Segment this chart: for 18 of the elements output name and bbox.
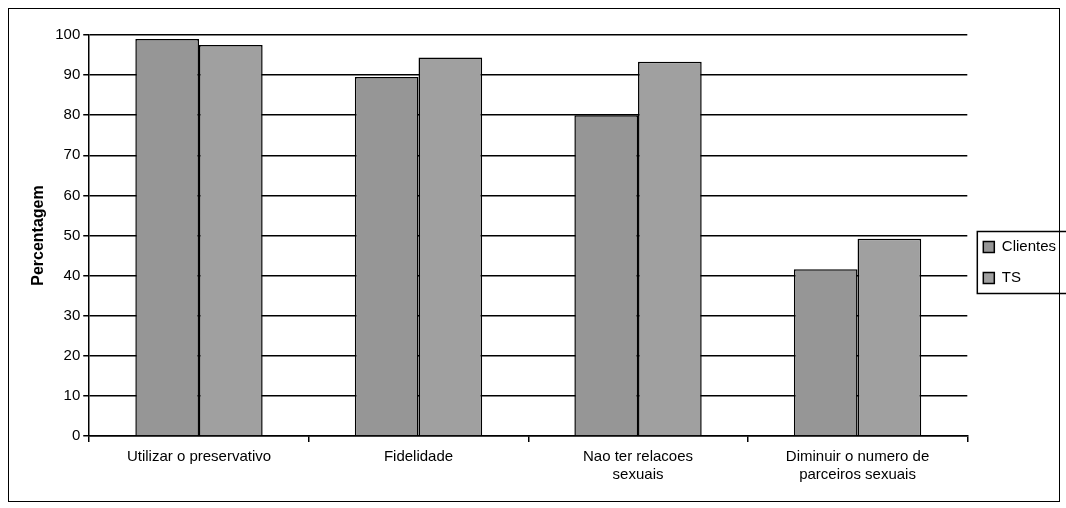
y-tick-label: 30: [63, 305, 81, 323]
x-tick-label: Nao ter relacoes sexuais: [583, 447, 694, 483]
y-axis-title: Percentagem: [29, 185, 47, 286]
x-tick-label: Fidelidade: [383, 447, 454, 465]
y-tick-label: 70: [63, 145, 81, 163]
legend-label: TS: [1001, 268, 1021, 286]
y-tick-label: 90: [63, 65, 81, 83]
x-tick-label: Utilizar o preservativo: [126, 447, 272, 465]
y-tick-label: 100: [55, 25, 81, 43]
y-tick-label: 0: [71, 426, 81, 444]
y-tick-label: 10: [63, 386, 81, 404]
y-tick-label: 80: [63, 105, 81, 123]
y-tick-label: 60: [63, 185, 81, 203]
y-tick-label: 50: [63, 225, 81, 243]
y-tick-label: 20: [63, 345, 81, 363]
y-tick-label: 40: [63, 265, 81, 283]
x-tick-label: Diminuir o numero de parceiros sexuais: [785, 447, 930, 483]
legend-label: Clientes: [1001, 237, 1057, 255]
